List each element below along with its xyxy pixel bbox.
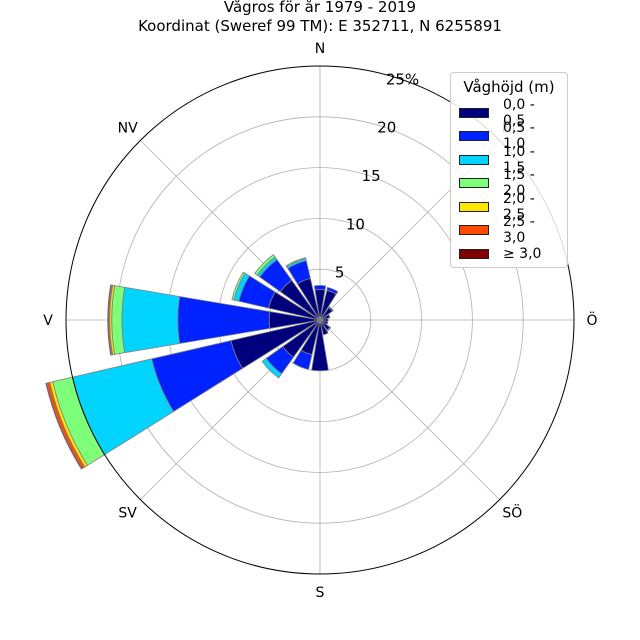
- direction-label-NV: NV: [118, 121, 138, 137]
- direction-label-V: V: [43, 313, 53, 329]
- direction-label-N: N: [315, 41, 325, 57]
- direction-label-Ö: Ö: [586, 311, 597, 329]
- grid-spoke: [319, 319, 500, 500]
- chart-subtitle: Koordinat (Sweref 99 TM): E 352711, N 62…: [138, 17, 502, 35]
- outer-circle: [65, 65, 575, 575]
- legend-label: 0,5 - 1,0: [503, 120, 535, 153]
- legend-entry: 0,0 - 0,5: [459, 97, 559, 129]
- bar-NÖ-1: [328, 306, 334, 312]
- chart-title: Vågros för år 1979 - 2019: [223, 0, 417, 16]
- legend-label: ≥ 3,0: [503, 245, 542, 262]
- legend-swatch: [459, 131, 489, 142]
- legend-entry: 2,5 - 3,0: [459, 214, 559, 246]
- legend-label: 1,0 - 1,5: [503, 143, 535, 176]
- legend: Våghöjd (m) 0,0 - 0,5 0,5 - 1,0 1,0 - 1,5 1…: [450, 72, 568, 268]
- legend-entry: 1,5 - 2,0: [459, 167, 559, 199]
- radial-tick-5: 5: [335, 264, 345, 282]
- direction-label-SÖ: SÖ: [502, 503, 522, 521]
- radial-tick-10: 10: [346, 215, 365, 233]
- legend-swatch: [459, 201, 489, 212]
- legend-entry: ≥ 3,0: [459, 242, 559, 266]
- legend-swatch: [459, 248, 489, 259]
- legend-label: 2,0 - 2,5: [503, 190, 535, 223]
- bar-Ö-0: [319, 318, 329, 322]
- bar-VNV-3: [231, 271, 246, 301]
- bar-NNÖ-1: [326, 286, 339, 295]
- bar-S-0: [311, 319, 329, 372]
- legend-swatch: [459, 154, 489, 165]
- legend-entry: 1,0 - 1,5: [459, 144, 559, 176]
- bar-SV-2: [261, 357, 283, 379]
- bar-N-1: [313, 285, 327, 291]
- rose-bars: [45, 254, 339, 470]
- legend-swatch: [459, 107, 489, 118]
- bar-VSV-6: [45, 382, 83, 470]
- bar-ÖNÖ-0: [319, 314, 331, 321]
- legend-label: 1,5 - 2,0: [503, 167, 535, 200]
- bar-NV-3: [254, 254, 276, 276]
- legend-swatch: [459, 225, 489, 236]
- legend-label: 0,0 - 0,5: [503, 96, 535, 129]
- bar-SSÖ-0: [319, 319, 329, 336]
- bar-SÖ-1: [326, 326, 332, 332]
- direction-label-S: S: [316, 585, 325, 601]
- legend-label: 2,5 - 3,0: [503, 214, 535, 247]
- radial-tick-15: 15: [362, 167, 381, 185]
- legend-entry: 0,5 - 1,0: [459, 120, 559, 152]
- bar-V-2: [121, 286, 181, 354]
- bar-NNV-3: [285, 257, 307, 268]
- legend-title: Våghöjd (m): [463, 78, 555, 96]
- direction-label-SV: SV: [118, 505, 137, 521]
- bar-V-6: [107, 284, 113, 356]
- legend-swatch: [459, 178, 489, 189]
- bar-SSV-1: [292, 349, 313, 370]
- radial-tick-20: 20: [377, 119, 396, 137]
- legend-entry: 2,0 - 2,5: [459, 191, 559, 223]
